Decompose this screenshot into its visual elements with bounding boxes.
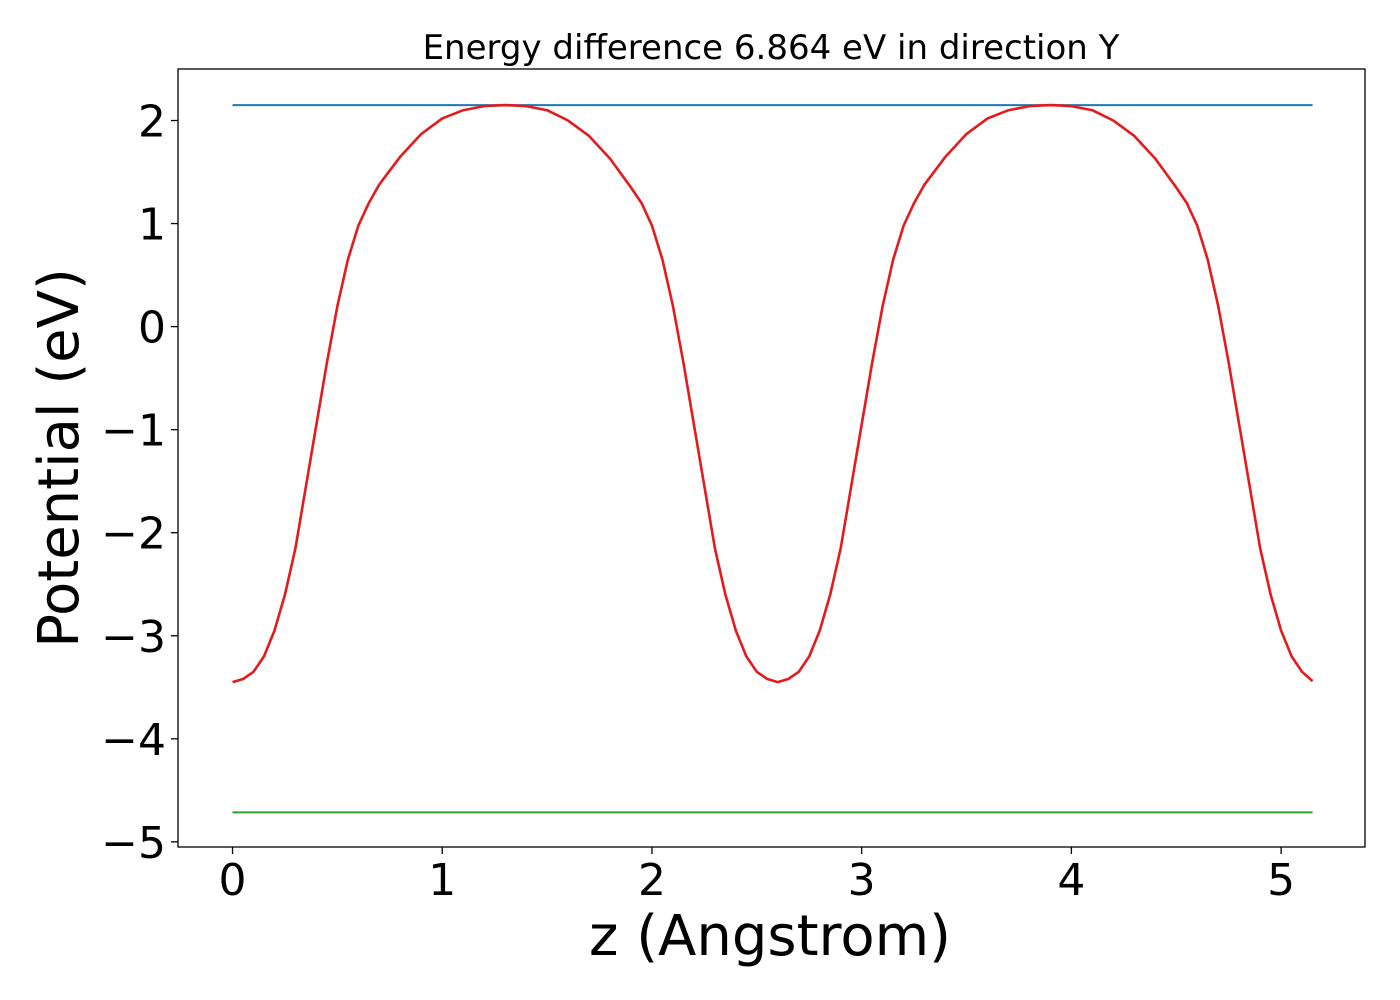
- x-tick-label: 5: [1267, 855, 1295, 906]
- x-tick-label: 2: [638, 855, 666, 906]
- chart-title: Energy difference 6.864 eV in direction …: [423, 28, 1120, 68]
- y-tick-label: −5: [101, 818, 166, 869]
- y-tick-label: 2: [138, 97, 166, 148]
- x-tick-label: 4: [1057, 855, 1085, 906]
- y-tick-label: −3: [101, 612, 166, 663]
- x-tick-label: 0: [219, 855, 247, 906]
- series-layer: [232, 103, 1314, 814]
- y-tick-label: 1: [138, 200, 166, 251]
- y-tick-label: −1: [101, 406, 166, 457]
- x-axis: 0 1 2 3 4 5: [219, 847, 1295, 906]
- potential-curve: [232, 103, 1314, 684]
- x-axis-label: z (Angstrom): [589, 904, 951, 969]
- y-tick-label: 0: [138, 303, 166, 354]
- plot-frame: [177, 68, 1366, 848]
- y-tick-label: −4: [101, 715, 166, 766]
- y-tick-label: −2: [101, 509, 166, 560]
- x-tick-label: 3: [848, 855, 876, 906]
- x-tick-label: 1: [428, 855, 456, 906]
- y-axis: 2 1 0 −1 −2 −3 −4 −5: [101, 97, 178, 869]
- y-axis-label: Potential (eV): [27, 268, 92, 648]
